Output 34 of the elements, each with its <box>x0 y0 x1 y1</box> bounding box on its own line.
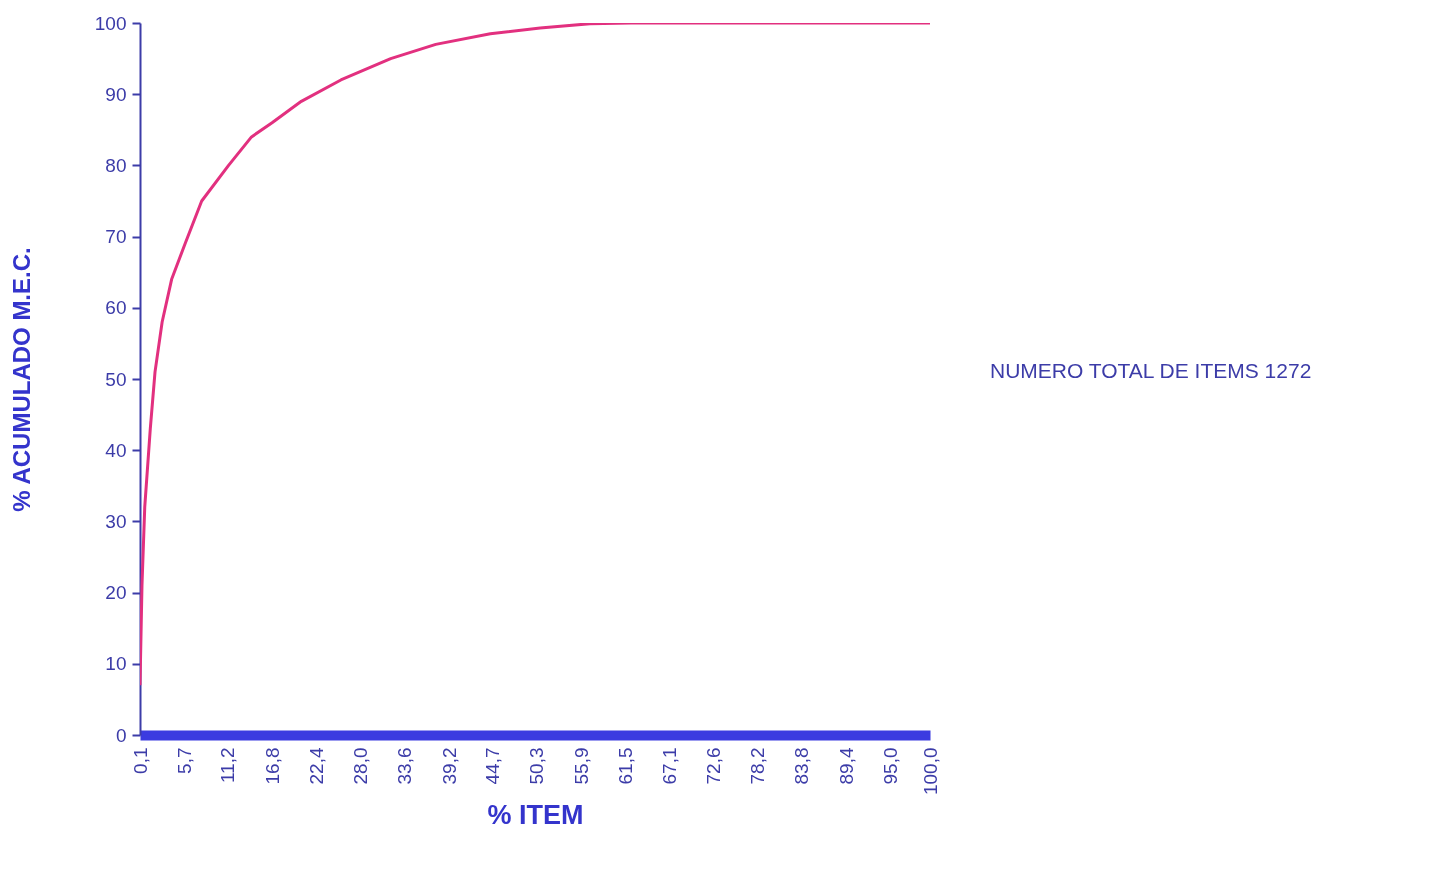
x-tick-label: 39,2 <box>438 747 460 785</box>
text: NUMERO TOTAL DE ITEMS 1272 <box>990 358 1312 383</box>
y-axis-title: % ACUMULADO M.E.C. <box>7 247 35 512</box>
x-tick-label: 11,2 <box>217 747 239 784</box>
x-tick-label: 44,7 <box>482 747 504 785</box>
y-tick-label: 40 <box>105 439 127 461</box>
y-tick-label: 60 <box>105 297 127 319</box>
x-tick-label: 22,4 <box>305 747 327 785</box>
x-tick-label: 0,1 <box>129 747 151 774</box>
x-tick-label: 28,0 <box>350 747 372 785</box>
x-tick-label: 89,4 <box>835 747 857 785</box>
y-tick-label: 0 <box>115 724 127 746</box>
y-tick-label: 30 <box>105 510 127 532</box>
x-tick-label: 33,6 <box>394 747 416 785</box>
x-tick-label: 55,9 <box>570 747 592 785</box>
x-axis-title: % ITEM <box>487 800 584 831</box>
y-tick-label: 50 <box>105 368 127 390</box>
y-tick-label: 20 <box>105 582 127 604</box>
x-tick-label: 95,0 <box>879 747 901 785</box>
y-tick-label: 10 <box>105 653 127 675</box>
x-tick-label: 16,8 <box>261 747 283 785</box>
x-tick-label: 78,2 <box>747 747 769 785</box>
x-tick-label: 61,5 <box>615 747 637 785</box>
x-tick-label: 72,6 <box>702 747 724 785</box>
y-tick-label: 80 <box>105 154 127 176</box>
x-tick-label: 5,7 <box>173 747 195 774</box>
x-tick-label: 83,8 <box>791 747 813 785</box>
line-series <box>140 23 930 687</box>
x-tick-label: 100,0 <box>919 747 941 796</box>
x-tick-label: 50,3 <box>526 747 548 785</box>
y-tick-label: 70 <box>105 226 127 248</box>
x-tick-label: 67,1 <box>659 747 681 785</box>
y-tick-label: 90 <box>105 83 127 105</box>
y-tick-label: 100 <box>94 12 127 34</box>
